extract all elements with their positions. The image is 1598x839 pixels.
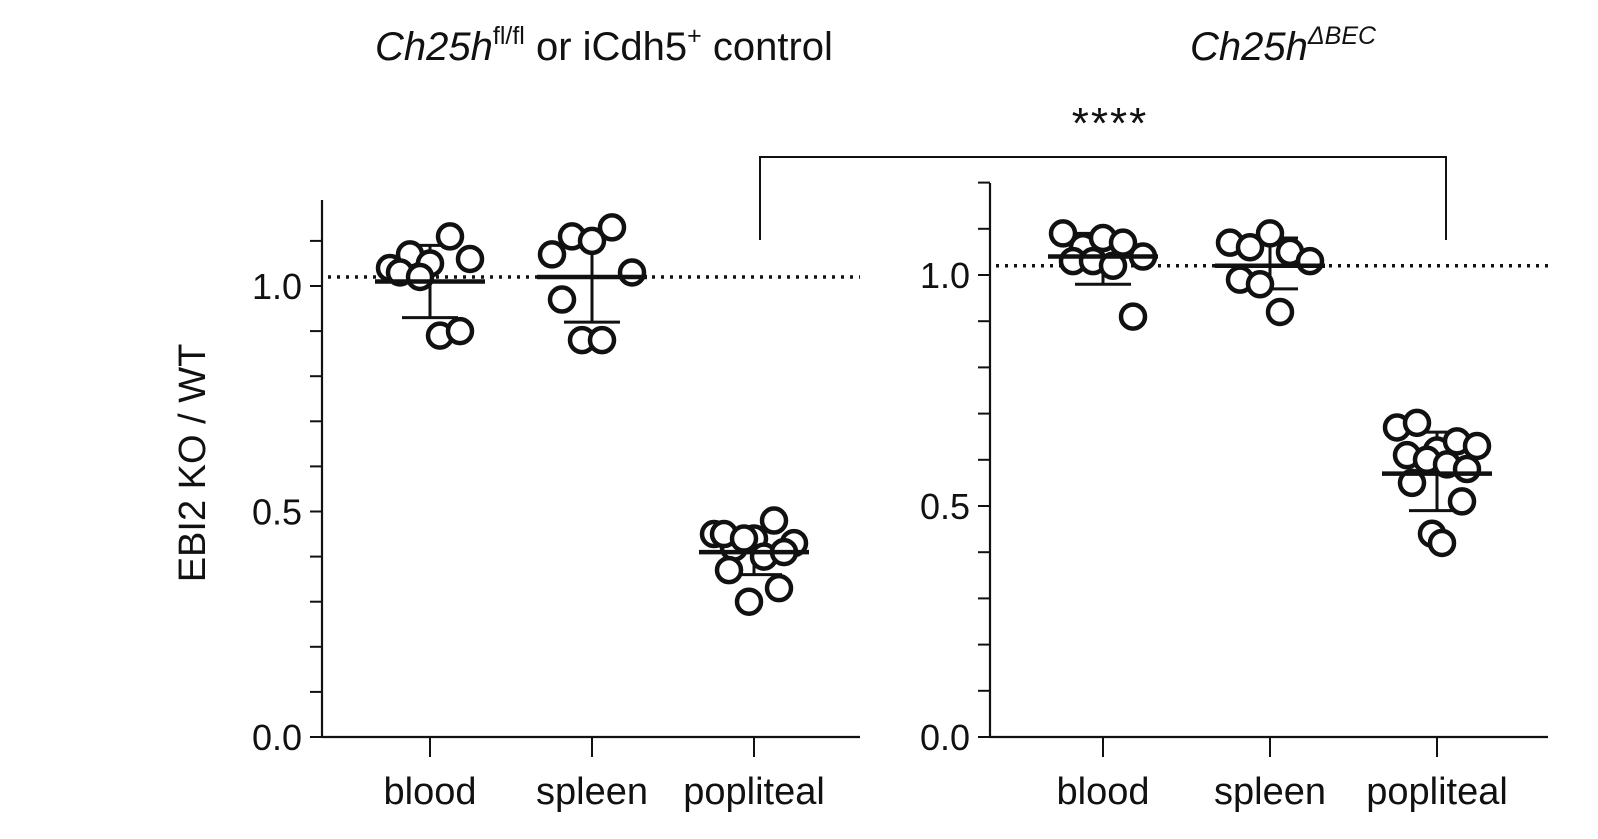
data-point-spleen	[547, 285, 577, 314]
data-point-popliteal	[729, 524, 759, 553]
panel-left: 0.0 0.5 1.0 blood spleen popliteal	[252, 200, 860, 813]
y-tick-label-left: 1.0	[252, 266, 302, 307]
x-tick-label-spleen: spleen	[536, 771, 648, 813]
x-tick-label-blood: blood	[1057, 771, 1150, 813]
data-point-blood	[1118, 302, 1148, 331]
data-point-spleen	[1245, 269, 1275, 299]
x-tick-label-spleen: spleen	[1214, 771, 1326, 813]
x-tick-label-blood: blood	[384, 771, 477, 813]
data-point-spleen	[597, 213, 627, 242]
data-point-popliteal	[1427, 528, 1457, 558]
y-tick-label-right: 1.0	[920, 255, 970, 296]
data-point-popliteal	[1397, 468, 1427, 498]
data-point-popliteal	[759, 506, 789, 535]
data-point-spleen	[537, 240, 567, 269]
data-point-spleen	[1255, 219, 1285, 248]
data-point-blood	[405, 262, 435, 292]
y-axis-label: EBI2 KO / WT	[172, 344, 214, 583]
significance-stars: ****	[1072, 99, 1149, 148]
x-tick-label-popliteal: popliteal	[683, 771, 825, 813]
title-left-gene: Ch25h	[375, 25, 493, 69]
data-point-blood	[1098, 251, 1128, 281]
significance-bracket	[759, 156, 1447, 240]
data-point-popliteal	[1402, 408, 1432, 438]
y-tick-label-left: 0.0	[252, 717, 302, 758]
panel-title-left: Ch25hfl/fl or iCdh5+ control	[375, 22, 833, 69]
title-left-mid: or iCdh5	[525, 25, 687, 69]
title-left-tail: control	[702, 25, 833, 69]
data-point-popliteal	[734, 587, 764, 616]
y-tick-label-right: 0.5	[920, 486, 970, 527]
title-right-gene: Ch25h	[1190, 25, 1308, 69]
y-tick-label-right: 0.0	[920, 717, 970, 758]
data-point-blood	[1048, 219, 1078, 248]
panel-right: 0.0 0.5 1.0 blood spleen popliteal	[920, 181, 1548, 813]
data-point-blood	[455, 244, 485, 274]
data-point-popliteal	[1452, 454, 1482, 484]
title-left-sup2: +	[687, 22, 702, 50]
data-point-spleen	[1235, 233, 1265, 262]
panel-title-right: Ch25hΔBEC	[1190, 22, 1377, 69]
data-point-popliteal	[714, 555, 744, 585]
data-point-spleen	[1295, 246, 1325, 276]
y-tick-label-left: 0.5	[252, 492, 302, 533]
data-point-spleen	[1265, 297, 1295, 327]
title-left-sup1: fl/fl	[493, 22, 525, 50]
data-point-popliteal	[1462, 431, 1492, 461]
data-point-spleen	[577, 226, 607, 256]
data-point-spleen	[587, 325, 617, 355]
data-point-popliteal	[764, 573, 794, 603]
data-point-blood	[435, 222, 465, 251]
data-point-blood	[445, 316, 475, 346]
data-point-popliteal	[1447, 487, 1477, 516]
data-point-spleen	[617, 258, 647, 287]
x-tick-label-popliteal: popliteal	[1366, 771, 1508, 813]
title-right-sup1: ΔBEC	[1307, 22, 1377, 50]
